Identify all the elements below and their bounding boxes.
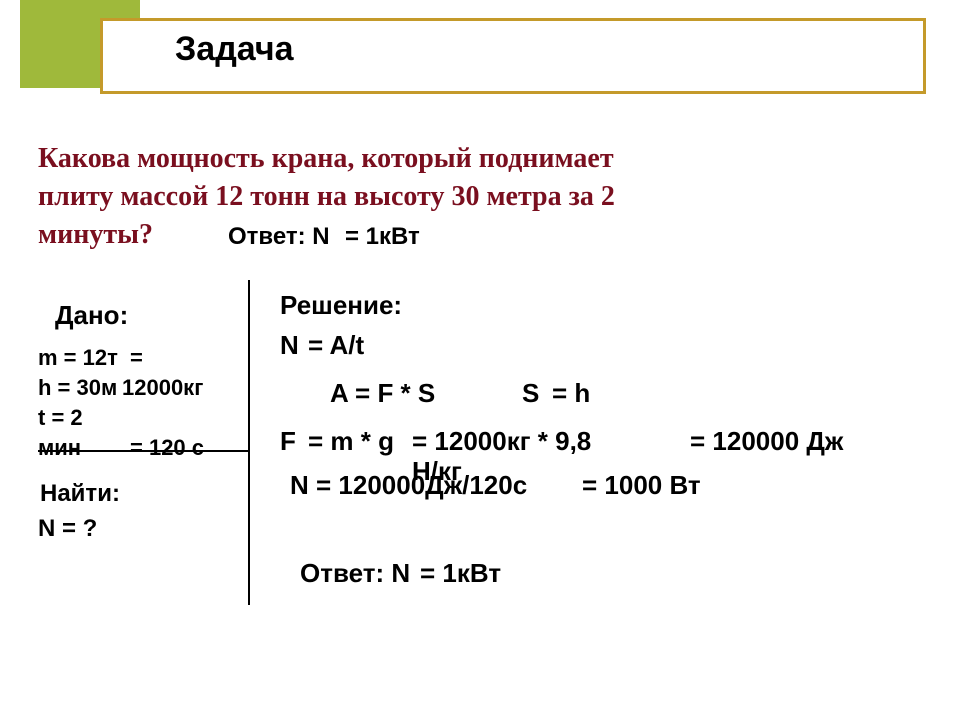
text-block: Решение: [280, 290, 402, 321]
given-divider-vertical [248, 280, 250, 605]
prompt-line: плиту массой 12 тонн на высоту 30 метра … [38, 181, 615, 212]
text-block: Ответ: N [228, 223, 330, 251]
text-block: = 1000 Вт [582, 470, 701, 501]
text-block: F [280, 426, 296, 457]
text-block: h = 30м [38, 375, 117, 401]
text-block: 12000кг [122, 375, 203, 401]
text-block: = 120000 Дж [690, 426, 843, 457]
text-block: Ответ: N [300, 558, 410, 589]
text-block: = m * g [308, 426, 394, 457]
text-block: Найти: [40, 480, 120, 508]
text-block: = [130, 345, 143, 371]
text-block: = 12000кг * 9,8 [412, 426, 591, 457]
prompt-line: Какова мощность крана, который поднимает [38, 143, 614, 174]
text-block: = h [552, 378, 590, 409]
text-block: N [290, 470, 309, 501]
given-divider-horizontal [38, 450, 250, 452]
text-block: A = F * S [330, 378, 435, 409]
text-block: N = ? [38, 515, 97, 543]
text-block: = A/t [308, 330, 364, 361]
text-block: m = 12т [38, 345, 118, 371]
text-block: N [280, 330, 299, 361]
text-block: = 1кВт [345, 223, 420, 251]
text-block: Дано: [55, 300, 128, 331]
text-block: = 120000Дж/120с [316, 470, 527, 501]
text-block: = 1кВт [420, 558, 501, 589]
text-block: S [522, 378, 539, 409]
text-block: = 120 c [130, 435, 204, 461]
text-block: t = 2 [38, 405, 83, 431]
slide-title: Задача [175, 30, 294, 69]
text-block: мин [38, 435, 81, 461]
prompt-line: минуты? [38, 219, 153, 250]
